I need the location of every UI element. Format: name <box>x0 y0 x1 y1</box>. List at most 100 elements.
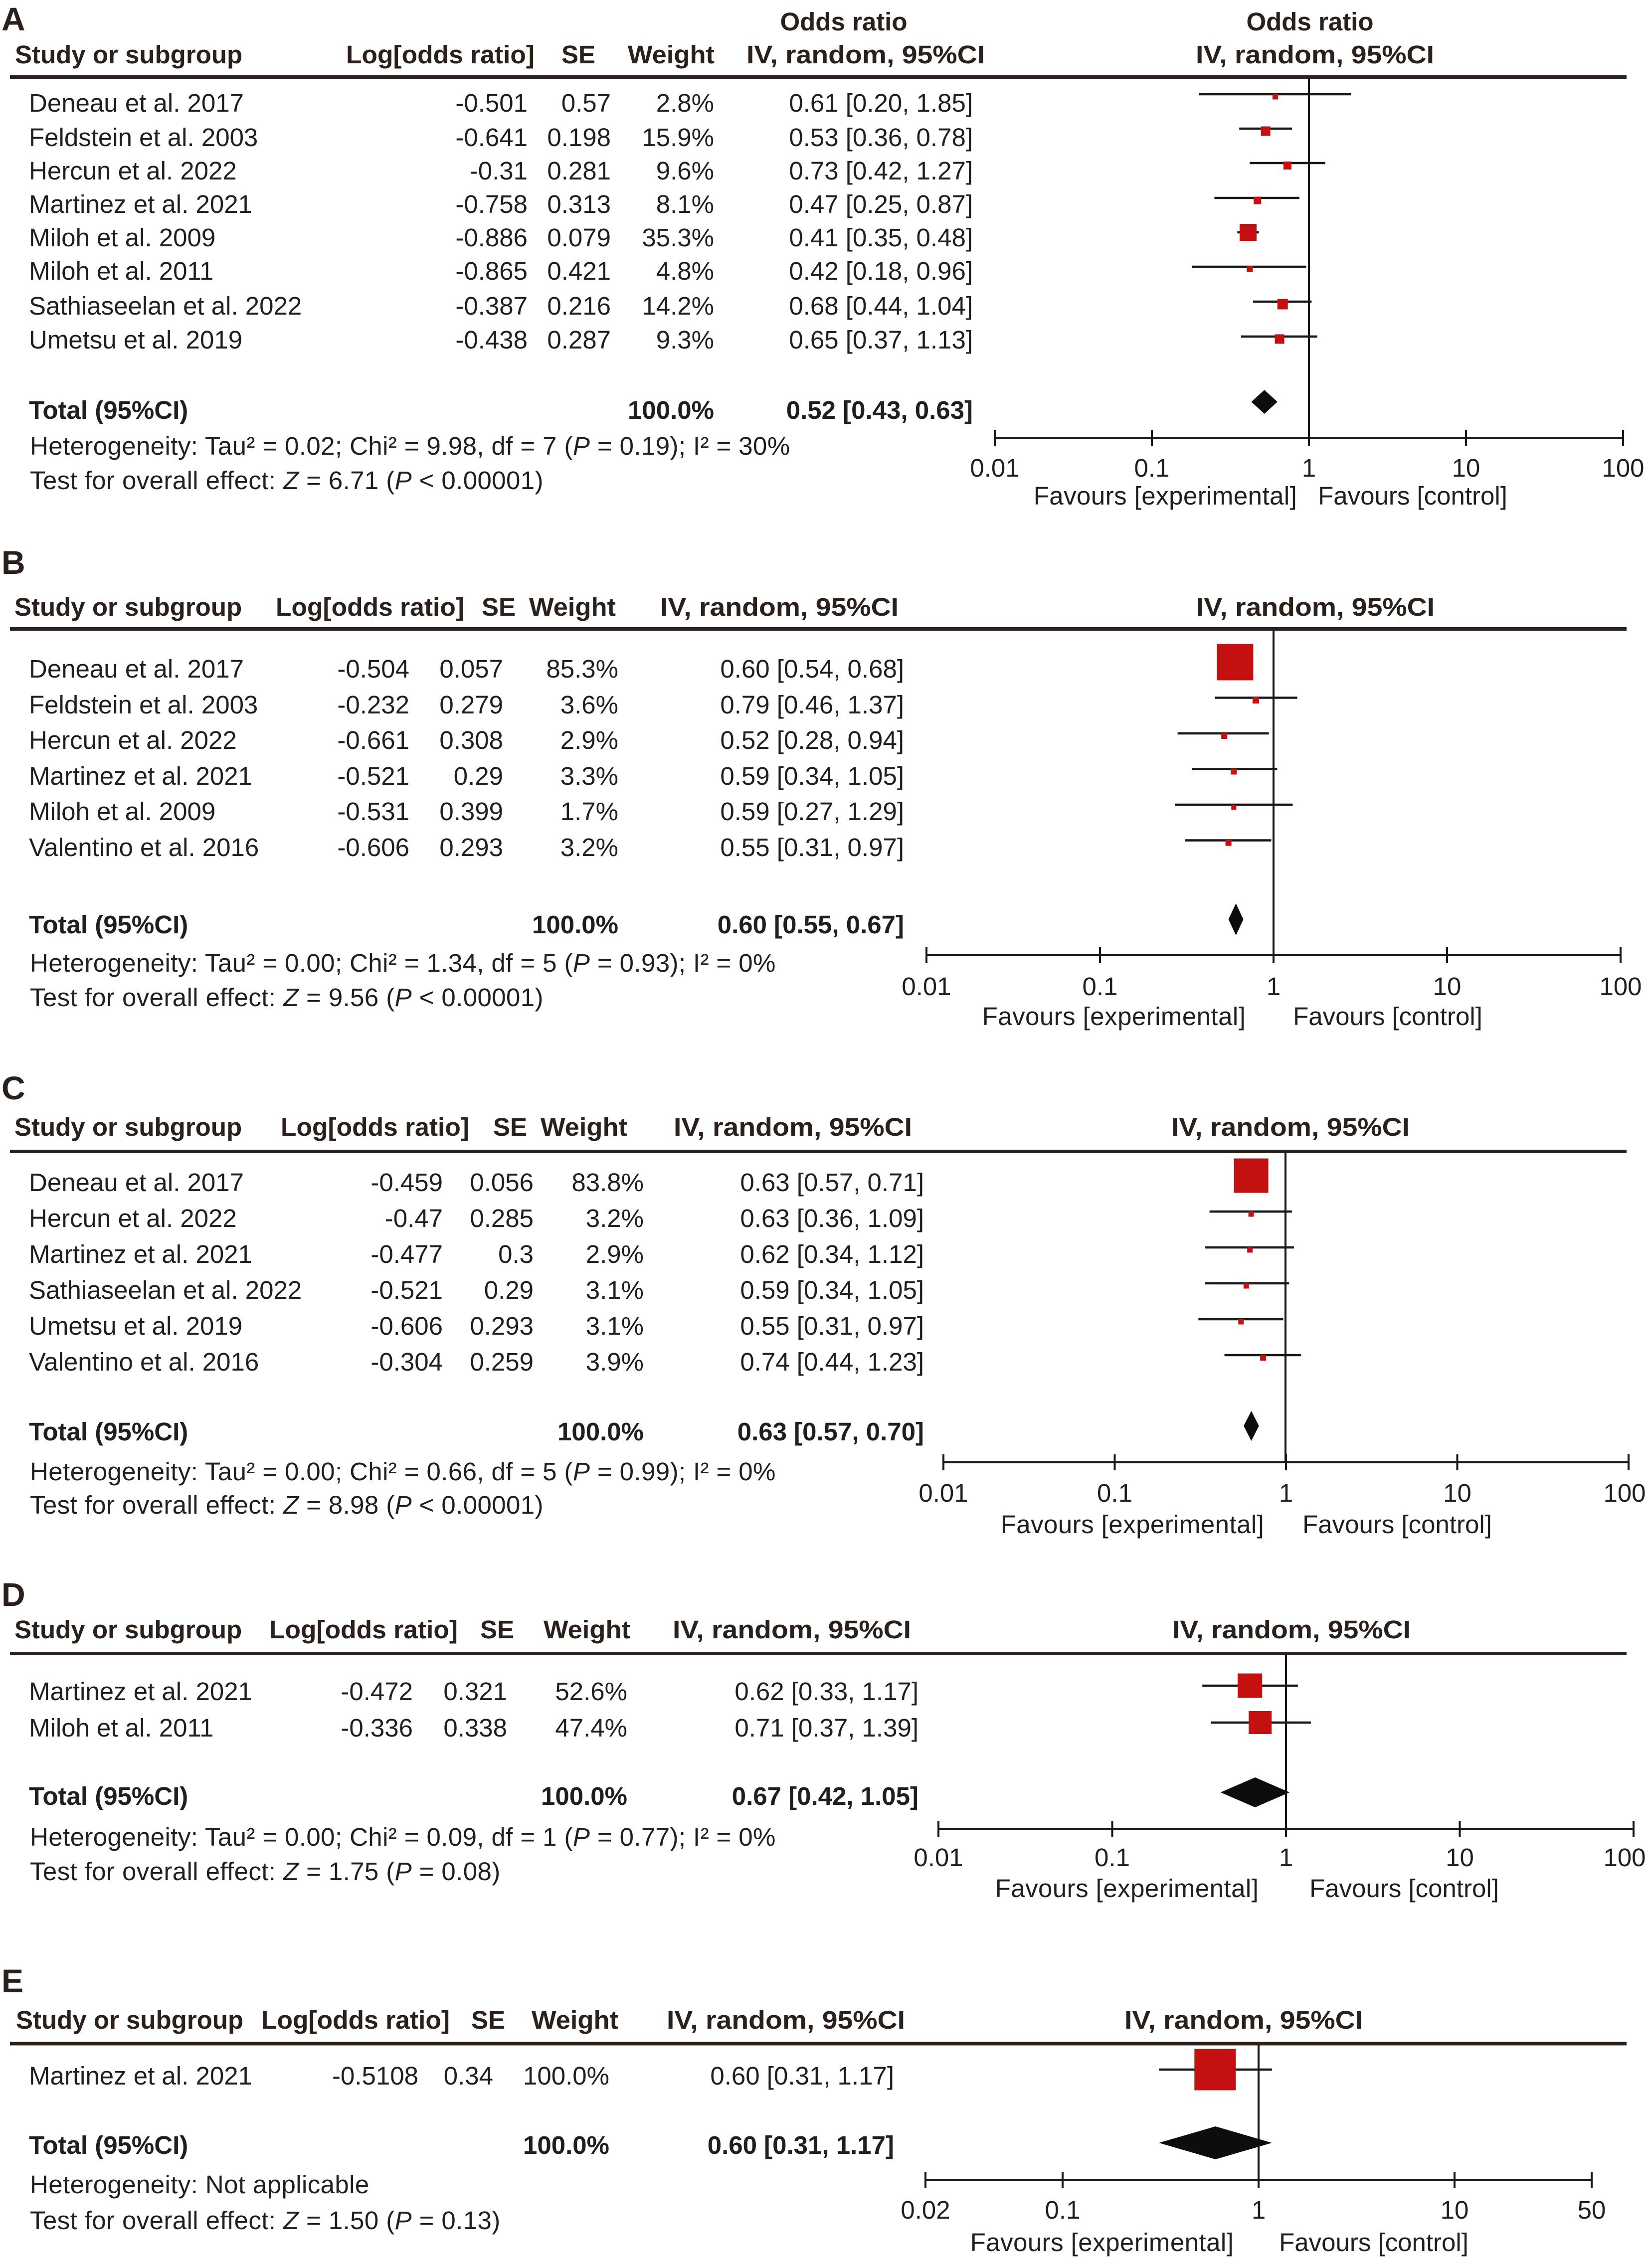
svg-text:0.057: 0.057 <box>439 655 503 683</box>
svg-text:Feldstein et al. 2003: Feldstein et al. 2003 <box>29 123 258 152</box>
svg-text:Odds ratio: Odds ratio <box>1246 7 1373 36</box>
svg-text:0.287: 0.287 <box>547 326 611 354</box>
svg-text:0.01: 0.01 <box>970 454 1019 482</box>
svg-text:1: 1 <box>1267 972 1281 1001</box>
svg-text:0.59 [0.34, 1.05]: 0.59 [0.34, 1.05] <box>720 762 904 790</box>
svg-text:Valentino et al. 2016: Valentino et al. 2016 <box>29 1348 259 1376</box>
svg-text:C: C <box>1 1069 25 1106</box>
svg-text:-0.472: -0.472 <box>341 1677 413 1706</box>
svg-text:0.67 [0.42, 1.05]: 0.67 [0.42, 1.05] <box>732 1782 918 1810</box>
svg-text:0.52 [0.28, 0.94]: 0.52 [0.28, 0.94] <box>720 726 904 754</box>
svg-text:100.0%: 100.0% <box>523 2131 609 2159</box>
svg-text:0.338: 0.338 <box>443 1714 507 1742</box>
svg-text:Log[odds ratio]: Log[odds ratio] <box>276 593 464 621</box>
svg-text:0.198: 0.198 <box>547 123 611 152</box>
svg-text:0.47 [0.25, 0.87]: 0.47 [0.25, 0.87] <box>789 190 973 218</box>
svg-text:-0.477: -0.477 <box>370 1240 443 1268</box>
svg-text:Favours [control]: Favours [control] <box>1279 2228 1468 2257</box>
svg-text:0.313: 0.313 <box>547 190 611 218</box>
svg-text:-0.521: -0.521 <box>370 1276 443 1304</box>
svg-text:0.29: 0.29 <box>454 762 503 790</box>
svg-text:SE: SE <box>480 1615 514 1644</box>
svg-text:A: A <box>1 0 25 37</box>
svg-text:Log[odds ratio]: Log[odds ratio] <box>281 1113 469 1141</box>
svg-text:0.71 [0.37, 1.39]: 0.71 [0.37, 1.39] <box>734 1714 918 1742</box>
svg-text:0.59 [0.27, 1.29]: 0.59 [0.27, 1.29] <box>720 797 904 826</box>
svg-text:0.60 [0.54, 0.68]: 0.60 [0.54, 0.68] <box>720 655 904 683</box>
svg-text:0.73 [0.42, 1.27]: 0.73 [0.42, 1.27] <box>789 157 973 185</box>
svg-text:Deneau et al. 2017: Deneau et al. 2017 <box>29 1168 244 1197</box>
svg-text:0.74 [0.44, 1.23]: 0.74 [0.44, 1.23] <box>740 1348 924 1376</box>
svg-text:2.8%: 2.8% <box>656 89 714 117</box>
svg-text:4.8%: 4.8% <box>656 257 714 285</box>
svg-text:47.4%: 47.4% <box>555 1714 627 1742</box>
svg-text:0.60 [0.31, 1.17]: 0.60 [0.31, 1.17] <box>708 2131 894 2159</box>
svg-text:8.1%: 8.1% <box>656 190 714 218</box>
svg-text:0.41 [0.35, 0.48]: 0.41 [0.35, 0.48] <box>789 223 973 252</box>
svg-text:0.1: 0.1 <box>1083 972 1118 1001</box>
svg-text:0.01: 0.01 <box>918 1479 968 1507</box>
svg-text:0.1: 0.1 <box>1095 1843 1130 1872</box>
svg-text:Miloh et al. 2009: Miloh et al. 2009 <box>29 223 215 252</box>
svg-text:0.1: 0.1 <box>1097 1479 1132 1507</box>
svg-text:3.1%: 3.1% <box>586 1312 644 1340</box>
svg-text:0.55 [0.31, 0.97]: 0.55 [0.31, 0.97] <box>720 833 904 862</box>
svg-text:-0.387: -0.387 <box>455 292 528 320</box>
svg-text:Deneau et al. 2017: Deneau et al. 2017 <box>29 655 244 683</box>
svg-text:Favours [experimental]: Favours [experimental] <box>1001 1510 1265 1539</box>
svg-text:IV, random, 95%CI: IV, random, 95%CI <box>1196 40 1434 69</box>
svg-text:Umetsu et al. 2019: Umetsu et al. 2019 <box>29 1312 242 1340</box>
svg-text:100.0%: 100.0% <box>532 910 618 939</box>
svg-text:-0.438: -0.438 <box>455 326 528 354</box>
svg-text:E: E <box>1 1962 23 1999</box>
svg-text:100.0%: 100.0% <box>628 396 714 424</box>
svg-text:0.056: 0.056 <box>470 1168 534 1197</box>
svg-text:SE: SE <box>493 1113 527 1141</box>
svg-text:Umetsu et al. 2019: Umetsu et al. 2019 <box>29 326 242 354</box>
svg-text:Study or subgroup: Study or subgroup <box>14 1615 242 1644</box>
svg-text:-0.47: -0.47 <box>385 1204 443 1232</box>
svg-text:50: 50 <box>1578 2196 1606 2224</box>
svg-text:0.63 [0.36, 1.09]: 0.63 [0.36, 1.09] <box>740 1204 924 1232</box>
svg-text:-0.304: -0.304 <box>370 1348 443 1376</box>
svg-text:Miloh et al. 2011: Miloh et al. 2011 <box>29 257 213 285</box>
svg-text:10: 10 <box>1452 454 1480 482</box>
svg-text:Weight: Weight <box>541 1113 627 1141</box>
svg-text:IV, random, 95%CI: IV, random, 95%CI <box>1196 593 1435 621</box>
svg-text:-0.641: -0.641 <box>455 123 528 152</box>
svg-text:0.52 [0.43, 0.63]: 0.52 [0.43, 0.63] <box>786 396 973 424</box>
svg-text:IV, random, 95%CI: IV, random, 95%CI <box>673 1615 911 1644</box>
svg-text:D: D <box>1 1576 25 1613</box>
svg-text:0.216: 0.216 <box>547 292 611 320</box>
svg-text:Hercun et al. 2022: Hercun et al. 2022 <box>29 157 237 185</box>
svg-text:3.9%: 3.9% <box>586 1348 644 1376</box>
svg-text:Odds ratio: Odds ratio <box>780 7 907 36</box>
svg-text:0.281: 0.281 <box>547 157 611 185</box>
svg-text:-0.336: -0.336 <box>341 1714 413 1742</box>
svg-text:B: B <box>1 544 25 581</box>
svg-text:0.57: 0.57 <box>561 89 611 117</box>
svg-text:Favours [control]: Favours [control] <box>1302 1510 1492 1539</box>
svg-text:-0.501: -0.501 <box>455 89 528 117</box>
svg-text:-0.5108: -0.5108 <box>332 2062 418 2090</box>
svg-text:Miloh et al. 2011: Miloh et al. 2011 <box>29 1714 213 1742</box>
svg-text:0.01: 0.01 <box>902 972 951 1001</box>
svg-text:IV, random, 95%CI: IV, random, 95%CI <box>746 40 985 69</box>
svg-text:Test for overall effect: Z = 1: Test for overall effect: Z = 1.75 (P = 0… <box>30 1857 501 1886</box>
svg-text:Deneau et al. 2017: Deneau et al. 2017 <box>29 89 244 117</box>
svg-text:Martinez et al. 2021: Martinez et al. 2021 <box>29 1677 252 1706</box>
svg-text:Martinez et al. 2021: Martinez et al. 2021 <box>29 1240 252 1268</box>
svg-text:Favours [experimental]: Favours [experimental] <box>1034 482 1297 510</box>
svg-text:10: 10 <box>1443 1479 1471 1507</box>
svg-text:Log[odds ratio]: Log[odds ratio] <box>261 2006 450 2034</box>
svg-text:0.53 [0.36, 0.78]: 0.53 [0.36, 0.78] <box>789 123 973 152</box>
svg-text:0.60 [0.55, 0.67]: 0.60 [0.55, 0.67] <box>718 910 904 939</box>
svg-text:Total (95%CI): Total (95%CI) <box>29 1782 188 1810</box>
svg-text:0.79 [0.46, 1.37]: 0.79 [0.46, 1.37] <box>720 691 904 719</box>
svg-text:-0.232: -0.232 <box>337 691 409 719</box>
svg-text:Study or subgroup: Study or subgroup <box>16 2006 243 2034</box>
svg-text:Favours [control]: Favours [control] <box>1293 1002 1482 1031</box>
svg-text:3.2%: 3.2% <box>560 833 618 862</box>
svg-text:Study or subgroup: Study or subgroup <box>14 1113 242 1141</box>
svg-text:0.259: 0.259 <box>470 1348 534 1376</box>
